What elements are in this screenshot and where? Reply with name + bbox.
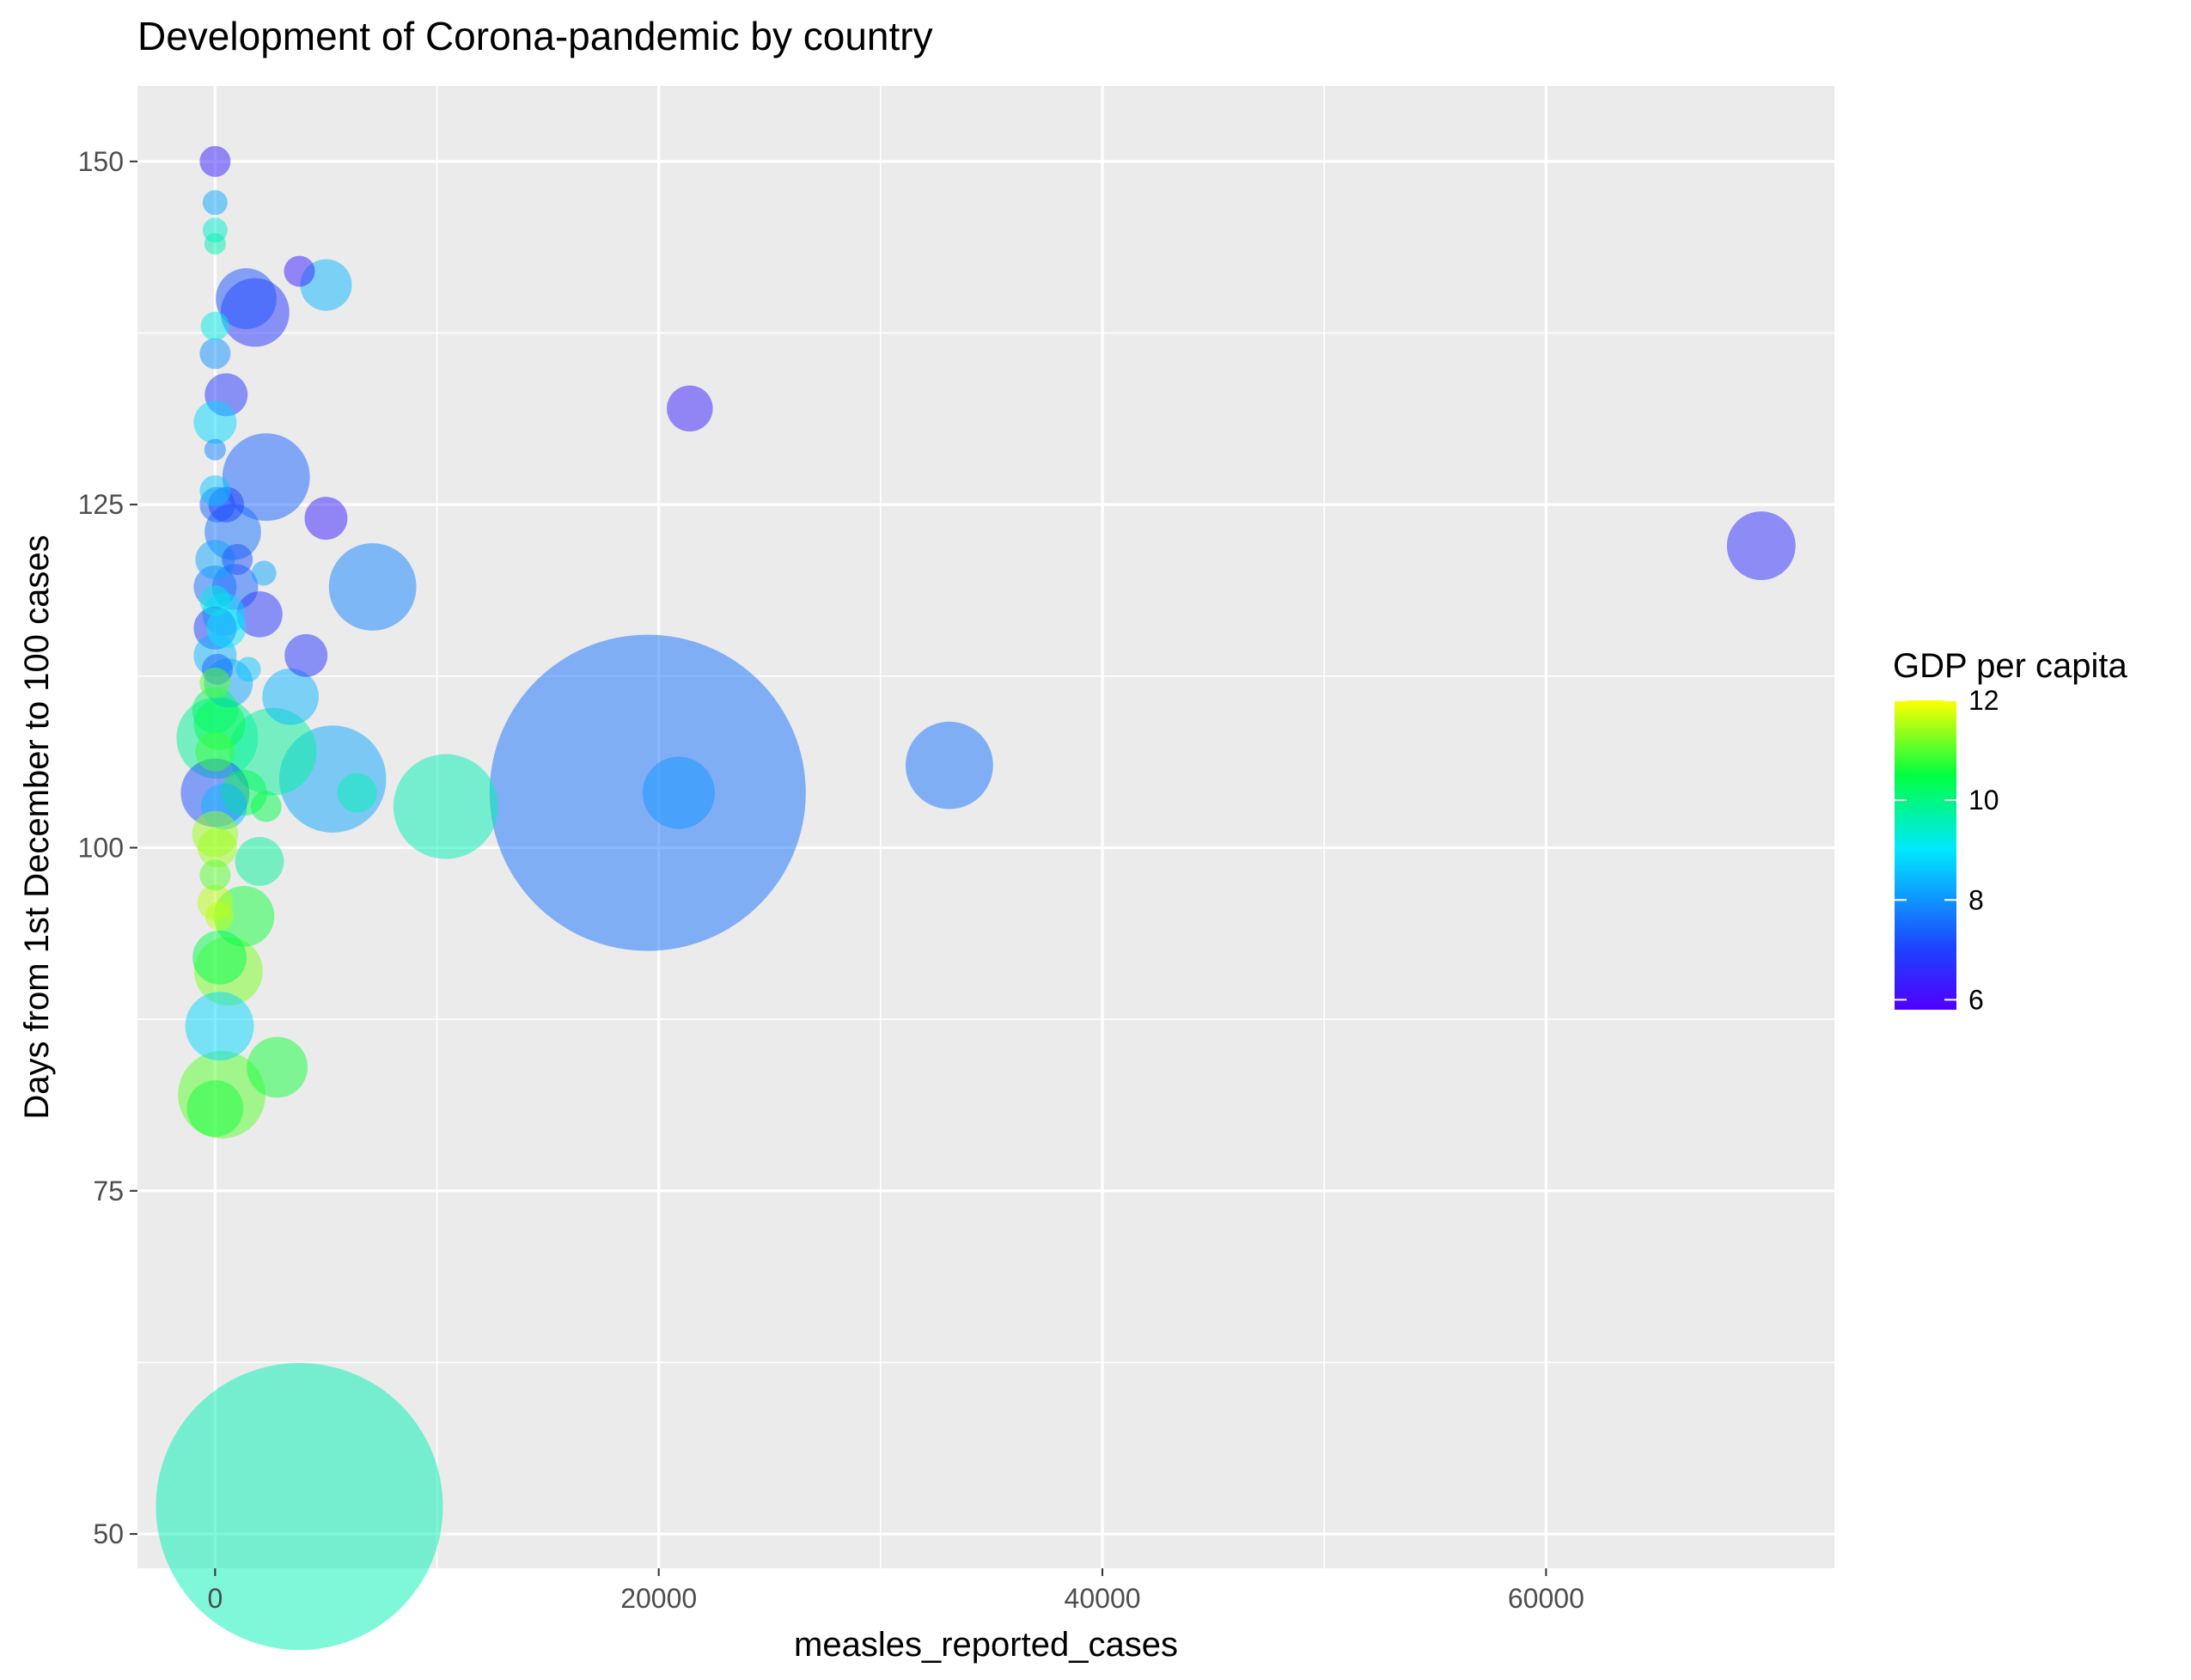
y-tick-label: 50 [93,1518,124,1549]
scatter-point [642,756,715,829]
scatter-point [199,475,231,507]
scatter-point [199,584,231,616]
scatter-point [156,1363,443,1651]
scatter-point [328,543,417,631]
data-points [156,145,1796,1651]
scatter-point [284,255,315,287]
scatter-point [199,145,231,177]
scatter-point [304,497,348,541]
scatter-point [216,268,277,329]
plot-panel [137,86,1834,1568]
x-tick-label: 0 [207,1583,223,1614]
y-tick-label: 150 [78,146,124,177]
legend-tick-label: 10 [1968,785,1999,816]
scatter-point [200,311,230,341]
legend-tick-label: 6 [1968,984,1984,1015]
scatter-point [204,233,226,255]
scatter-point [222,544,253,576]
scatter-point [262,668,319,725]
y-tick-label: 75 [93,1176,124,1207]
scatter-point [204,901,235,932]
scatter-point [195,540,235,580]
x-axis: 0 20000 40000 60000 [207,1568,1584,1614]
scatter-point [235,657,261,682]
scatter-point [186,1080,244,1137]
scatter-point [667,385,713,432]
y-axis-label: Days from 1st December to 100 cases [18,535,56,1119]
scatter-point [284,633,328,677]
legend-title: GDP per capita [1893,647,2127,685]
y-axis: 50 75 100 125 150 [78,146,137,1549]
scatter-point [250,791,282,822]
scatter-point [199,859,231,891]
legend-tick-label: 8 [1968,884,1984,915]
y-tick-label: 125 [78,489,124,520]
scatter-point [192,687,239,734]
scatter-point [193,400,237,444]
scatter-point [202,190,228,216]
scatter-point [393,754,498,859]
scatter-point [195,731,235,772]
scatter-point [1726,511,1796,581]
scatter-point [906,721,993,809]
scatter-point [251,560,277,586]
scatter-point [236,591,283,638]
scatter-point [222,433,310,522]
legend: GDP per capita 6 8 10 12 [1893,647,2127,1015]
scatter-point [197,828,237,868]
scatter-point [192,930,247,985]
scatter-point [204,438,226,461]
scatter-point [199,667,231,699]
x-tick-label: 40000 [1065,1583,1141,1614]
scatter-point [206,608,247,648]
x-tick-label: 60000 [1508,1583,1584,1614]
chart-title: Development of Corona-pandemic by countr… [137,14,933,58]
grid-minor [137,86,1834,1568]
legend-ticks: 6 8 10 12 [1895,685,1999,1015]
scatter-point [185,992,254,1061]
scatter-point [247,1036,308,1098]
legend-tick-label: 12 [1968,685,1999,716]
x-tick-label: 20000 [620,1583,697,1614]
x-axis-label: measles_reported_cases [794,1626,1178,1664]
legend-colorbar [1895,700,1956,1010]
y-tick-label: 100 [78,832,124,863]
scatter-point [337,773,377,813]
scatter-point [199,338,231,370]
scatter-point [235,836,284,886]
